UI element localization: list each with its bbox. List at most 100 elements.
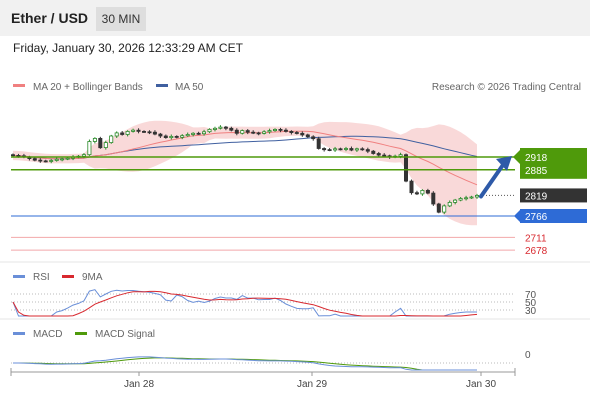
ma50-legend-label: MA 50 xyxy=(175,82,204,93)
candle-body xyxy=(371,150,376,154)
macd-zero-label: 0 xyxy=(525,350,531,361)
candle-body xyxy=(212,127,217,130)
x-tick-jan29: Jan 29 xyxy=(297,379,327,390)
macd-layer xyxy=(13,356,477,371)
header-bar: Ether / USD 30 MIN xyxy=(0,0,590,36)
candle-body xyxy=(414,192,419,195)
candle-body xyxy=(289,130,294,133)
resistance-label-2885: 2885 xyxy=(525,166,548,177)
candle-body xyxy=(256,132,261,135)
candle-body xyxy=(474,194,479,198)
target-label-2711: 2711 xyxy=(525,233,547,244)
instrument-title: Ether / USD xyxy=(11,10,89,26)
rsi-30-label: 30 xyxy=(525,306,537,317)
candle-body xyxy=(420,189,425,195)
macd-signal-legend-swatch xyxy=(75,332,87,335)
candle-body xyxy=(49,160,54,162)
candle-body xyxy=(311,136,316,140)
candle-body xyxy=(333,148,338,151)
rsi-legend-label: RSI xyxy=(33,272,50,283)
support-tag-pointer xyxy=(514,210,520,222)
rsi-50-label: 50 xyxy=(525,298,537,309)
candle-body xyxy=(365,149,370,152)
candle-body xyxy=(141,130,146,133)
rsi-legend-swatch xyxy=(13,275,25,278)
x-tick-jan30: Jan 30 xyxy=(466,379,496,390)
macd-signal-legend-label: MACD Signal xyxy=(95,329,155,340)
candle-body xyxy=(349,148,354,151)
candle-body xyxy=(294,132,299,134)
candle-body xyxy=(60,158,65,161)
candle-body xyxy=(338,148,343,151)
candle-body xyxy=(327,149,332,152)
candle-body xyxy=(458,198,463,201)
macd-legend-label: MACD xyxy=(33,329,62,340)
candle-body xyxy=(147,131,152,134)
candle-body xyxy=(174,135,179,138)
candle-body xyxy=(109,135,114,143)
levels-layer: 2711 2678 2918 2885 2819 2766 xyxy=(11,148,587,257)
candle-body xyxy=(98,137,103,149)
candle-body xyxy=(316,138,321,149)
resistance-tag xyxy=(520,148,587,179)
current-price-label: 2819 xyxy=(525,191,548,202)
candle-body xyxy=(436,203,441,213)
candle-body xyxy=(409,180,414,194)
candle-body xyxy=(453,199,458,203)
candle-body xyxy=(163,135,168,139)
candle-body xyxy=(354,148,359,151)
interval-button[interactable]: 30 MIN xyxy=(96,7,146,31)
candle-body xyxy=(234,129,239,134)
candle-body xyxy=(223,126,228,129)
candle-body xyxy=(92,137,97,142)
candle-body xyxy=(447,201,452,207)
candle-body xyxy=(425,189,430,194)
macd-signal-line xyxy=(13,357,477,371)
candle-body xyxy=(343,148,348,150)
candle-body xyxy=(43,160,48,163)
candle-body xyxy=(403,154,408,182)
forecast-arrow-shaft xyxy=(479,160,507,199)
candle-body xyxy=(152,131,157,135)
rsi9-legend-swatch xyxy=(62,275,74,278)
rsi-70-label: 70 xyxy=(525,290,537,301)
candle-body xyxy=(442,205,447,213)
candle-body xyxy=(218,126,223,129)
candle-body xyxy=(360,148,365,151)
candle-body xyxy=(158,133,163,137)
candle-body xyxy=(81,154,86,157)
timestamp: Friday, January 30, 2026 12:33:29 AM CET xyxy=(13,41,243,55)
candle-body xyxy=(131,129,136,132)
candle-body xyxy=(196,132,201,135)
resistance-tag-pointer xyxy=(513,150,520,164)
candle-body xyxy=(272,128,277,131)
forecast-arrow-head xyxy=(496,156,512,171)
candle-body xyxy=(398,154,403,157)
bollinger-band xyxy=(13,120,477,226)
candle-body xyxy=(431,192,436,205)
rsi-line xyxy=(12,289,477,317)
candle-body xyxy=(376,153,381,156)
candle-body xyxy=(322,148,327,151)
macd-line xyxy=(13,356,477,371)
rsi-layer xyxy=(12,289,478,317)
candle-body xyxy=(240,130,245,134)
candle-body xyxy=(32,158,37,161)
ma20-legend-label: MA 20 + Bollinger Bands xyxy=(33,82,143,93)
ma20-legend-swatch xyxy=(13,84,25,87)
candle-body xyxy=(103,142,108,149)
candle-body xyxy=(229,127,234,131)
credit-label: Research © 2026 Trading Central xyxy=(432,82,581,93)
candle-body xyxy=(300,132,305,136)
x-tick-jan28: Jan 28 xyxy=(124,379,154,390)
candle-body xyxy=(262,131,267,134)
candle-body xyxy=(38,159,43,162)
candle-body xyxy=(191,132,196,135)
candle-body xyxy=(120,132,125,135)
candle-body xyxy=(10,154,15,157)
candle-body xyxy=(245,130,250,133)
candle-body xyxy=(278,128,283,131)
candle-body xyxy=(87,141,92,156)
candle-body xyxy=(267,130,272,133)
